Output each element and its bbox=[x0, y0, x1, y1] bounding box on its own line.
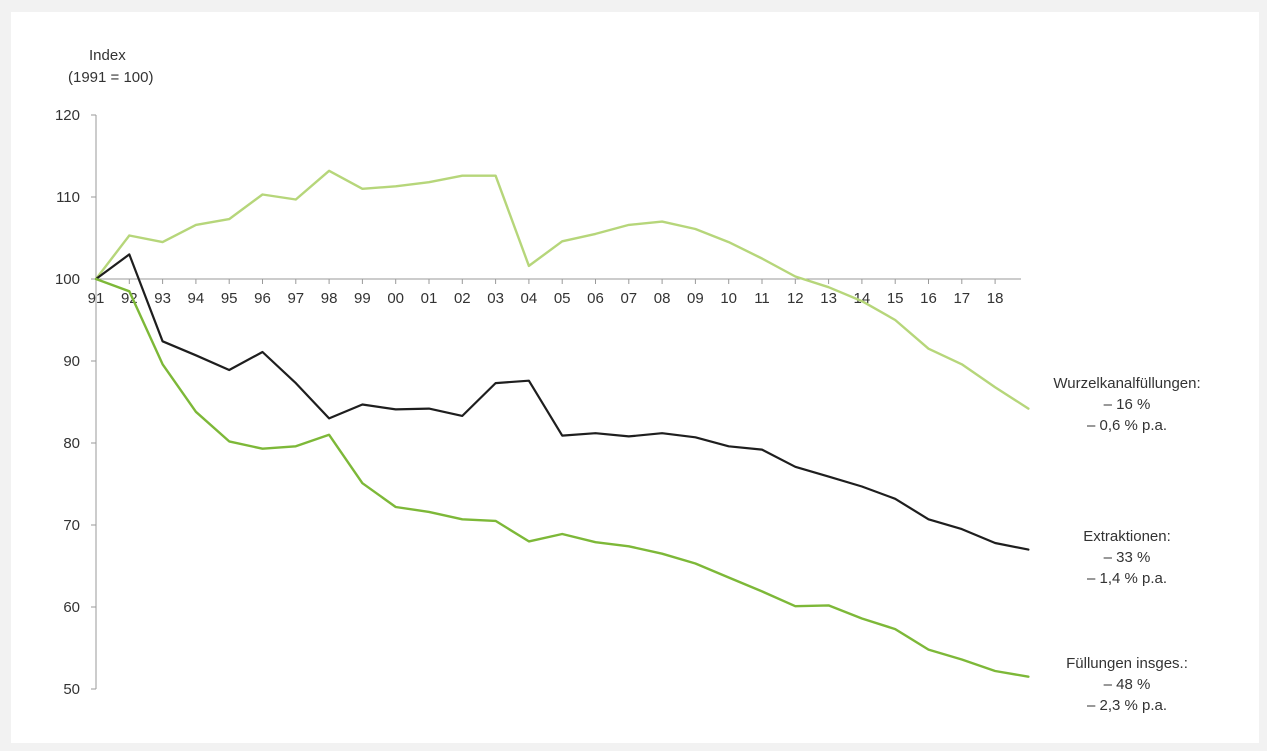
x-tick-label: 13 bbox=[820, 290, 837, 307]
x-tick-label: 12 bbox=[787, 290, 804, 307]
x-tick-label: 99 bbox=[354, 290, 371, 307]
x-tick-label: 00 bbox=[387, 290, 404, 307]
y-axis-label-line-2: (1991 = 100) bbox=[68, 69, 153, 86]
x-tick-label: 01 bbox=[421, 290, 438, 307]
y-axis-label-line-1: Index bbox=[89, 47, 126, 64]
x-tick-label: 95 bbox=[221, 290, 238, 307]
series-3-annotation-line-1: Füllungen insges.: bbox=[1066, 655, 1188, 672]
x-tick-label: 10 bbox=[720, 290, 737, 307]
x-tick-label: 91 bbox=[88, 290, 105, 307]
y-tick-label: 120 bbox=[55, 107, 80, 124]
y-axis: 120 110 100 90 80 70 60 50 bbox=[55, 107, 97, 698]
x-tick-label: 11 bbox=[754, 290, 770, 307]
x-tick-label: 17 bbox=[953, 290, 970, 307]
y-tick-label: 100 bbox=[55, 271, 80, 288]
series-1-annotation-line-2: – 16 % bbox=[1104, 396, 1151, 413]
x-tick-label: 98 bbox=[321, 290, 338, 307]
x-tick-label: 18 bbox=[987, 290, 1004, 307]
y-tick-label: 50 bbox=[63, 681, 80, 698]
series-line-3 bbox=[94, 277, 1030, 678]
series-3-annotation-line-3: – 2,3 % p.a. bbox=[1087, 697, 1167, 714]
x-axis: 91 92 93 94 95 96 97 98 99 00 01 02 03 04 05 06 07 08 09 10… bbox=[88, 278, 1021, 307]
x-tick-label: 05 bbox=[554, 290, 571, 307]
x-tick-label: 04 bbox=[521, 290, 538, 307]
x-tick-label: 07 bbox=[620, 290, 637, 307]
series-2-annotation-line-1: Extraktionen: bbox=[1083, 528, 1171, 545]
x-tick-label: 09 bbox=[687, 290, 704, 307]
series-3-annotation-line-2: – 48 % bbox=[1104, 676, 1151, 693]
x-tick-label: 06 bbox=[587, 290, 604, 307]
series-lines bbox=[94, 169, 1030, 678]
x-tick-label: 08 bbox=[654, 290, 671, 307]
series-annotations: Wurzelkanalfüllungen: – 16 % – 0,6 % p.a. E… bbox=[1053, 375, 1200, 714]
series-1-annotation-line-3: – 0,6 % p.a. bbox=[1087, 417, 1167, 434]
series-line-2 bbox=[94, 253, 1030, 551]
y-tick-label: 60 bbox=[63, 599, 80, 616]
x-tick-label: 93 bbox=[154, 290, 171, 307]
x-tick-label: 94 bbox=[188, 290, 205, 307]
y-tick-label: 70 bbox=[63, 517, 80, 534]
y-tick-label: 90 bbox=[63, 353, 80, 370]
series-2-annotation-line-3: – 1,4 % p.a. bbox=[1087, 570, 1167, 587]
series-line-1 bbox=[94, 169, 1030, 410]
series-1-annotation-line-1: Wurzelkanalfüllungen: bbox=[1053, 375, 1200, 392]
y-tick-label: 110 bbox=[56, 189, 80, 206]
chart-frame: Index (1991 = 100) 120 110 100 90 80 70 60 50 9… bbox=[11, 12, 1259, 743]
x-tick-label: 03 bbox=[487, 290, 504, 307]
x-tick-label: 02 bbox=[454, 290, 471, 307]
x-tick-label: 96 bbox=[254, 290, 271, 307]
y-axis-label: Index (1991 = 100) bbox=[68, 47, 153, 86]
x-tick-label: 15 bbox=[887, 290, 904, 307]
x-tick-label: 97 bbox=[287, 290, 304, 307]
x-tick-label: 16 bbox=[920, 290, 937, 307]
y-tick-label: 80 bbox=[63, 435, 80, 452]
series-2-annotation-line-2: – 33 % bbox=[1104, 549, 1151, 566]
